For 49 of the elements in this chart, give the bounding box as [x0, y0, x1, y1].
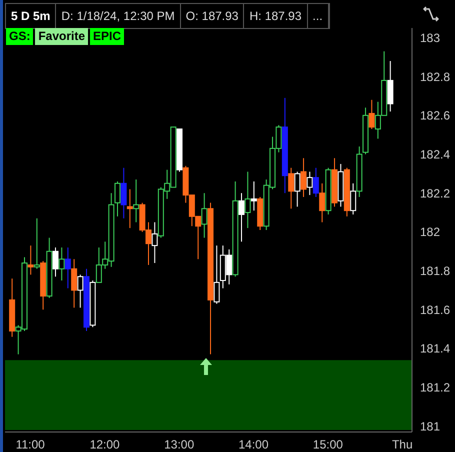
candlestick [114, 180, 121, 217]
candlestick [238, 192, 245, 242]
x-tick-label: 13:00 [164, 438, 194, 452]
candlestick [312, 167, 319, 198]
annotation: Favorite [35, 28, 88, 45]
y-tick-label: 182.2 [420, 186, 450, 200]
candlestick [77, 274, 84, 308]
candlestick [306, 171, 313, 196]
candlestick [64, 246, 71, 289]
text: O: 187.93 [180, 4, 244, 28]
x-tick-label: 11:00 [16, 438, 46, 452]
y-tick-label: 181 [420, 419, 440, 434]
text: D: 1/18/24, 12:30 PM [56, 4, 181, 28]
y-tick-label: 181.6 [420, 302, 450, 317]
y-tick-label: 182 [420, 225, 440, 240]
candlestick [120, 167, 127, 219]
candlestick [34, 218, 40, 270]
y-tick-label: 183 [420, 30, 440, 45]
candlestick [368, 99, 375, 130]
candlestick [244, 171, 251, 229]
annotation: GS: [6, 28, 34, 45]
text: H: 187.93 [244, 4, 308, 28]
candlestick [250, 180, 257, 212]
candlestick [52, 246, 58, 278]
annotation: EPIC [90, 28, 124, 45]
y-tick-label: 181.8 [420, 264, 450, 278]
candlestick [126, 188, 133, 229]
candlestick [387, 60, 394, 112]
candlestick [214, 245, 220, 304]
candlestick [288, 167, 294, 210]
x-tick-label: Thu [392, 438, 413, 452]
x-tick-label: 12:00 [90, 438, 120, 452]
candlestick [319, 182, 326, 223]
candlestick [294, 171, 300, 208]
y-tick-label: 182.4 [420, 148, 450, 162]
candlestick [28, 245, 34, 276]
y-tick-label: 181.2 [420, 380, 450, 395]
y-tick-label: 182.6 [420, 108, 450, 123]
candlestick [201, 192, 208, 238]
y-tick-label: 182.8 [420, 70, 450, 84]
y-tick-label: 181.4 [420, 342, 450, 356]
x-tick-label: 14:00 [238, 438, 269, 452]
chart-title: 5 D 5m [6, 4, 56, 28]
candlestick [300, 158, 307, 198]
text: ... [308, 4, 329, 28]
x-tick-label: 15:00 [312, 438, 344, 452]
candlestick [58, 246, 65, 281]
candlestick [133, 179, 140, 223]
candlestick [71, 258, 78, 308]
